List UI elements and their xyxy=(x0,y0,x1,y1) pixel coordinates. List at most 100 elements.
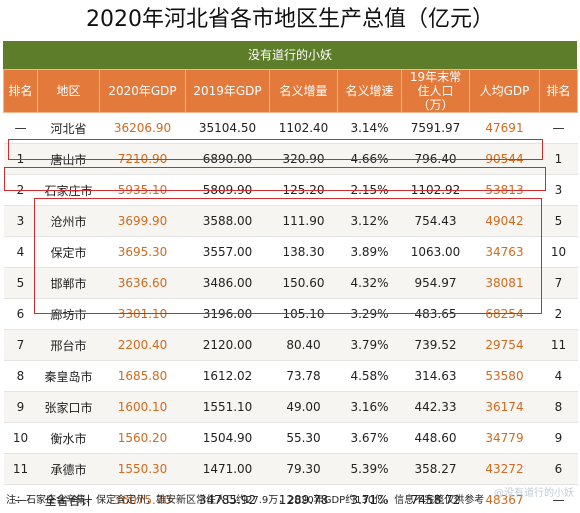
per-capita-rank-cell: 10 xyxy=(539,236,578,268)
population-cell: 954.97 xyxy=(401,267,470,299)
rank-cell: — xyxy=(3,484,38,513)
growth-cell: 3.71% xyxy=(337,484,402,513)
table-row: 4 保定市 3695.30 3557.00 138.30 3.89% 1063.00 3476… xyxy=(3,236,578,268)
table-row: — 全省合计 36075.70 34785.92 1289.78 3.71% 7458.72… xyxy=(3,484,578,513)
region-cell: 唐山市 xyxy=(37,143,100,175)
gdp-2019-cell: 2120.00 xyxy=(185,329,270,361)
region-cell: 邯郸市 xyxy=(37,267,100,299)
per-capita-cell: 49042 xyxy=(469,205,540,237)
header-per-capita-gdp: 人均GDP xyxy=(469,69,540,113)
table-row: — 河北省 36206.90 35104.50 1102.40 3.14% 7591.97 4… xyxy=(3,112,578,144)
gdp-2019-cell: 3557.00 xyxy=(185,236,270,268)
region-cell: 石家庄市 xyxy=(37,174,100,206)
table-row: 1 唐山市 7210.90 6890.00 320.90 4.66% 796.40 90544… xyxy=(3,143,578,175)
gdp-2020-cell: 36075.70 xyxy=(99,484,186,513)
per-capita-cell: 36174 xyxy=(469,391,540,423)
region-cell: 河北省 xyxy=(37,112,100,144)
gdp-2019-cell: 1612.02 xyxy=(185,360,270,392)
population-cell: 483.65 xyxy=(401,298,470,330)
increase-cell: 150.60 xyxy=(269,267,338,299)
gdp-2020-cell: 1685.80 xyxy=(99,360,186,392)
increase-cell: 73.78 xyxy=(269,360,338,392)
region-cell: 秦皇岛市 xyxy=(37,360,100,392)
gdp-2020-cell: 1600.10 xyxy=(99,391,186,423)
growth-cell: 4.66% xyxy=(337,143,402,175)
growth-cell: 3.14% xyxy=(337,112,402,144)
growth-cell: 3.16% xyxy=(337,391,402,423)
gdp-2019-cell: 3486.00 xyxy=(185,267,270,299)
rank-cell: 6 xyxy=(3,298,38,330)
increase-cell: 79.30 xyxy=(269,453,338,485)
table-row: 2 石家庄市 5935.10 5809.90 125.20 2.15% 1102.92 538… xyxy=(3,174,578,206)
gdp-2019-cell: 35104.50 xyxy=(185,112,270,144)
per-capita-rank-cell: 1 xyxy=(539,143,578,175)
gdp-2020-cell: 3695.30 xyxy=(99,236,186,268)
per-capita-cell: 34763 xyxy=(469,236,540,268)
gdp-2020-cell: 3301.10 xyxy=(99,298,186,330)
gdp-2020-cell: 7210.90 xyxy=(99,143,186,175)
header-rank-per-capita: 排名 xyxy=(539,69,578,113)
gdp-2019-cell: 1471.00 xyxy=(185,453,270,485)
table-row: 3 沧州市 3699.90 3588.00 111.90 3.12% 754.43 49042… xyxy=(3,205,578,237)
population-cell: 314.63 xyxy=(401,360,470,392)
increase-cell: 138.30 xyxy=(269,236,338,268)
population-cell: 796.40 xyxy=(401,143,470,175)
header-nominal-growth: 名义增速 xyxy=(337,69,402,113)
region-cell: 张家口市 xyxy=(37,391,100,423)
per-capita-rank-cell: 5 xyxy=(539,205,578,237)
growth-cell: 4.58% xyxy=(337,360,402,392)
gdp-2020-cell: 2200.40 xyxy=(99,329,186,361)
growth-cell: 2.15% xyxy=(337,174,402,206)
gdp-2020-cell: 3636.60 xyxy=(99,267,186,299)
region-cell: 衡水市 xyxy=(37,422,100,454)
growth-cell: 3.89% xyxy=(337,236,402,268)
rank-cell: 3 xyxy=(3,205,38,237)
gdp-2020-cell: 1550.30 xyxy=(99,453,186,485)
per-capita-rank-cell: 4 xyxy=(539,360,578,392)
increase-cell: 105.10 xyxy=(269,298,338,330)
per-capita-rank-cell: 6 xyxy=(539,453,578,485)
per-capita-cell: 43272 xyxy=(469,453,540,485)
growth-cell: 5.39% xyxy=(337,453,402,485)
watermark: @没有道行的小妖 xyxy=(494,488,574,499)
per-capita-rank-cell: 3 xyxy=(539,174,578,206)
table-row: 6 廊坊市 3301.10 3196.00 105.10 3.29% 483.65 68254… xyxy=(3,298,578,330)
per-capita-cell: 53580 xyxy=(469,360,540,392)
region-cell: 邢台市 xyxy=(37,329,100,361)
gdp-2020-cell: 1560.20 xyxy=(99,422,186,454)
region-cell: 全省合计 xyxy=(37,484,100,513)
increase-cell: 320.90 xyxy=(269,143,338,175)
increase-cell: 1102.40 xyxy=(269,112,338,144)
footnote: 注：石家庄含辛集、保定含定州，雄安新区常住人口约27.9万，2020年GDP约1… xyxy=(6,495,485,506)
gdp-2020-cell: 5935.10 xyxy=(99,174,186,206)
population-cell: 754.43 xyxy=(401,205,470,237)
rank-cell: 2 xyxy=(3,174,38,206)
per-capita-cell: 68254 xyxy=(469,298,540,330)
rank-cell: 9 xyxy=(3,391,38,423)
rank-cell: 11 xyxy=(3,453,38,485)
population-cell: 358.27 xyxy=(401,453,470,485)
per-capita-rank-cell: 2 xyxy=(539,298,578,330)
gdp-2019-cell: 34785.92 xyxy=(185,484,270,513)
gdp-2019-cell: 3588.00 xyxy=(185,205,270,237)
population-cell: 739.52 xyxy=(401,329,470,361)
table-row: 9 张家口市 1600.10 1551.10 49.00 3.16% 442.33 36174… xyxy=(3,391,578,423)
population-cell: 7591.97 xyxy=(401,112,470,144)
table-row: 8 秦皇岛市 1685.80 1612.02 73.78 4.58% 314.63 53580… xyxy=(3,360,578,392)
rank-cell: 5 xyxy=(3,267,38,299)
rank-cell: 10 xyxy=(3,422,38,454)
table-row: 5 邯郸市 3636.60 3486.00 150.60 4.32% 954.97 38081… xyxy=(3,267,578,299)
header-population: 19年末常住人口（万） xyxy=(401,69,470,113)
author-banner: 没有道行的小妖 xyxy=(3,41,577,69)
population-cell: 1063.00 xyxy=(401,236,470,268)
page-title: 2020年河北省各市地区生产总值（亿元） xyxy=(86,7,494,32)
population-cell: 1102.92 xyxy=(401,174,470,206)
header-rank: 排名 xyxy=(3,69,38,113)
rank-cell: 7 xyxy=(3,329,38,361)
table-row: 10 衡水市 1560.20 1504.90 55.30 3.67% 448.60 34779… xyxy=(3,422,578,454)
increase-cell: 55.30 xyxy=(269,422,338,454)
per-capita-rank-cell: 9 xyxy=(539,422,578,454)
increase-cell: 80.40 xyxy=(269,329,338,361)
table-row: 11 承德市 1550.30 1471.00 79.30 5.39% 358.27 43272… xyxy=(3,453,578,485)
gdp-2020-cell: 36206.90 xyxy=(99,112,186,144)
